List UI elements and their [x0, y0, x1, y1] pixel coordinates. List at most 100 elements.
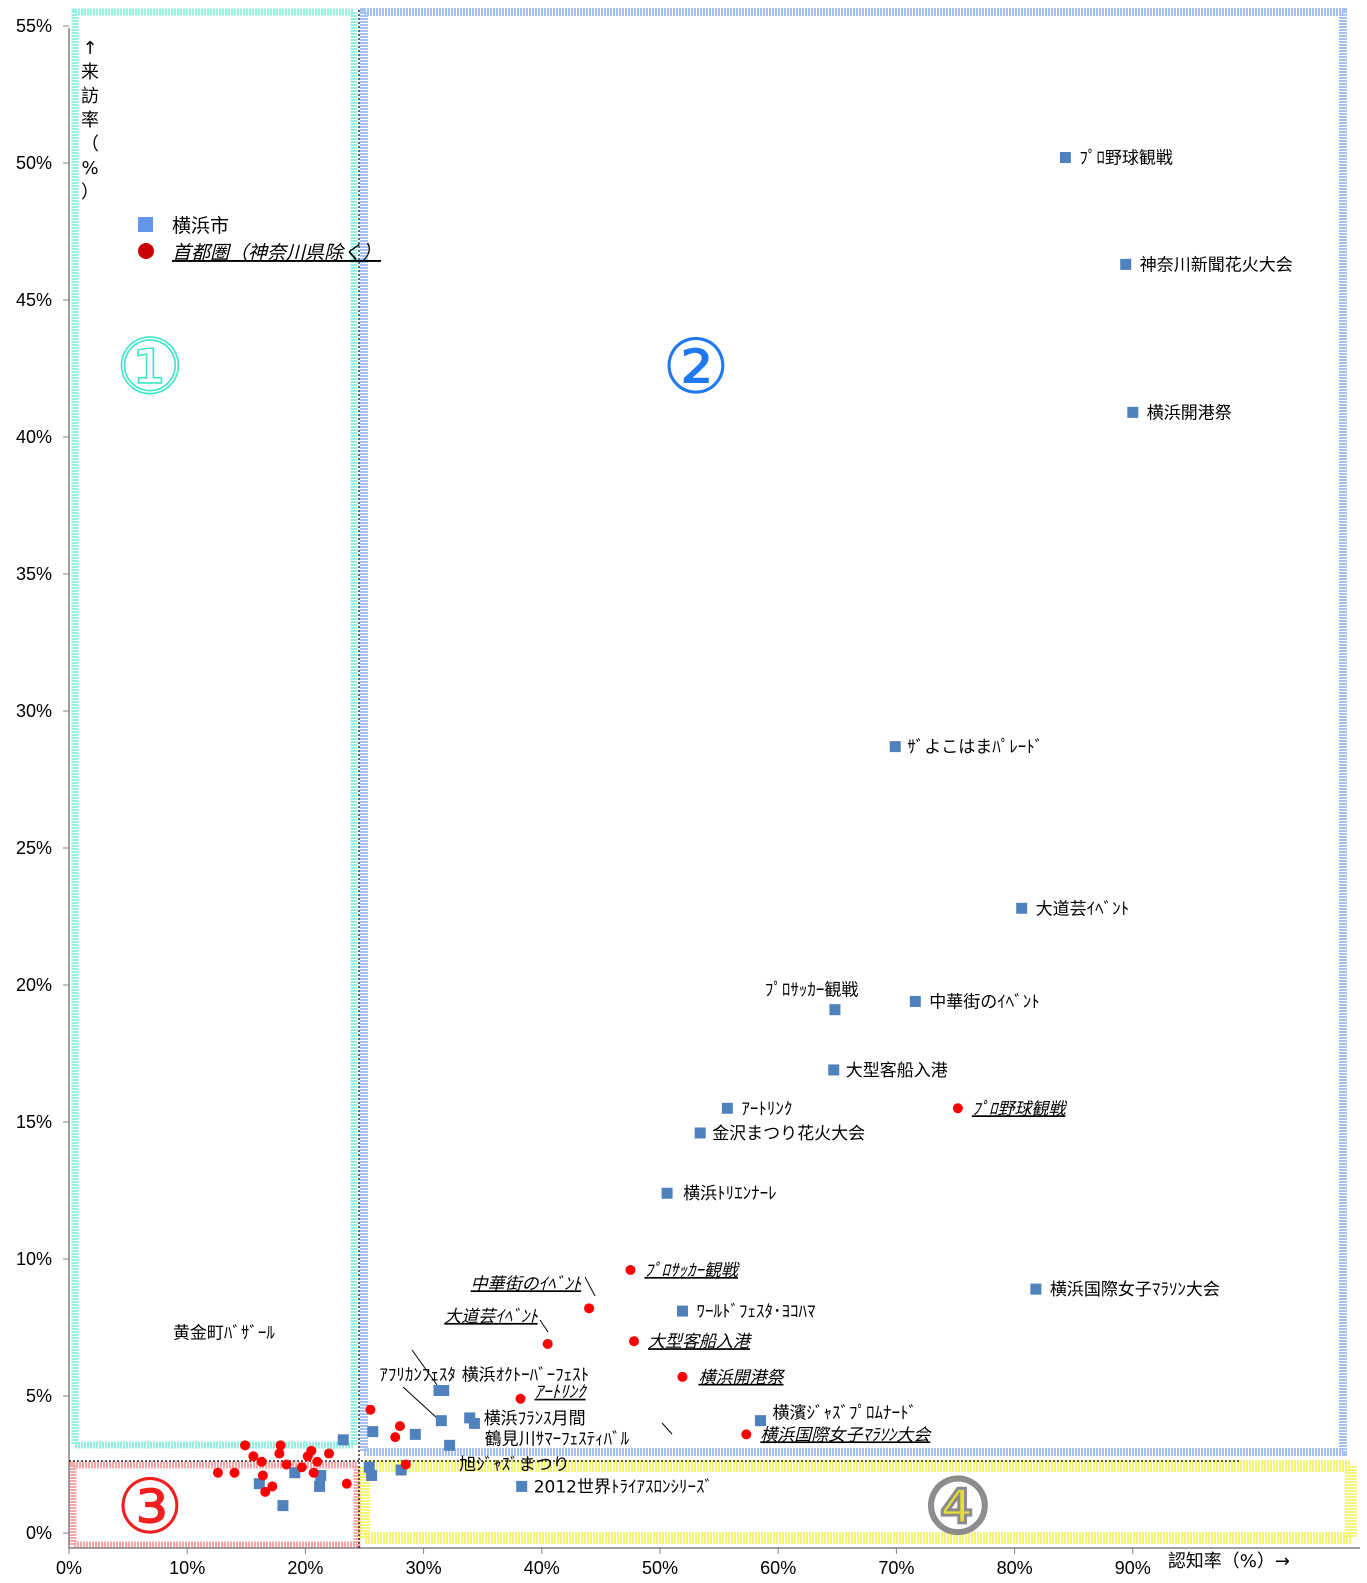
- zone-3-label: ③: [116, 1462, 184, 1551]
- point-label-yokohama: 黄金町ﾊﾞｻﾞｰﾙ: [173, 1324, 275, 1344]
- point-marker-yokohama: [444, 1439, 456, 1451]
- point-marker-shutoken: [741, 1429, 752, 1440]
- point-marker-shutoken: [267, 1481, 278, 1492]
- x-tick-label: 50%: [642, 1558, 678, 1578]
- y-axis-title: ↑来訪率（%）: [81, 38, 99, 203]
- point-label-yokohama: ｻﾞよこはまﾊﾟﾚｰﾄﾞ: [907, 738, 1043, 758]
- point-marker-shutoken: [257, 1470, 268, 1481]
- point-marker-shutoken: [248, 1451, 259, 1462]
- point-label-yokohama: 大型客船入港: [846, 1061, 948, 1081]
- y-tick-label: 0%: [26, 1523, 52, 1543]
- y-tick-label: 40%: [16, 427, 52, 447]
- point-marker-shutoken: [281, 1459, 292, 1470]
- point-marker-shutoken: [302, 1451, 313, 1462]
- point-label-yokohama: ﾌﾟﾛ野球観戦: [1079, 149, 1173, 169]
- point-marker-yokohama: [277, 1500, 289, 1512]
- point-label-yokohama: 神奈川新聞花火大会: [1140, 255, 1293, 275]
- y-tick-label: 10%: [16, 1249, 52, 1269]
- point-marker-yokohama: [395, 1464, 407, 1476]
- point-marker-yokohama: [829, 1004, 841, 1016]
- x-tick-label: 80%: [997, 1558, 1033, 1578]
- zone-4-label: ④: [924, 1462, 992, 1551]
- point-marker-yokohama: [754, 1415, 766, 1427]
- point-marker-shutoken: [515, 1393, 526, 1404]
- point-label-yokohama: 中華街のｲﾍﾞﾝﾄ: [929, 992, 1040, 1012]
- point-marker-shutoken: [390, 1432, 401, 1443]
- point-label-yokohama: ｱｰﾄﾘﾝｸ: [741, 1099, 792, 1119]
- point-label-yokohama: 横濱ｼﾞｬｽﾞﾌﾟﾛﾑﾅｰﾄﾞ: [772, 1404, 917, 1424]
- point-marker-yokohama: [1016, 902, 1028, 914]
- legend: 横浜市 首都圏（神奈川県除く）: [138, 215, 381, 264]
- data-points: [212, 152, 1139, 1512]
- leader-line: [402, 1386, 438, 1419]
- point-label-yokohama: ﾜｰﾙﾄﾞﾌｪｽﾀ･ﾖｺﾊﾏ: [696, 1302, 815, 1322]
- point-marker-shutoken: [628, 1336, 639, 1347]
- legend-marker-yokohama: [138, 217, 153, 232]
- x-tick-label: 70%: [878, 1558, 914, 1578]
- point-marker-yokohama: [676, 1305, 688, 1317]
- point-marker-yokohama: [337, 1434, 349, 1446]
- x-axis-title: 認知率（%）→: [1168, 1551, 1290, 1572]
- x-tick-label: 40%: [524, 1558, 560, 1578]
- point-marker-yokohama: [1127, 406, 1139, 418]
- x-tick-label: 20%: [287, 1558, 323, 1578]
- point-marker-yokohama: [289, 1467, 301, 1479]
- point-marker-yokohama: [1030, 1283, 1042, 1295]
- point-marker-yokohama: [661, 1187, 673, 1199]
- point-label-yokohama: 旭ｼﾞｬｽﾞまつり: [459, 1455, 569, 1475]
- point-marker-shutoken: [229, 1467, 240, 1478]
- point-label-shutoken: ｱｰﾄﾘﾝｸ: [535, 1383, 588, 1403]
- point-label-yokohama: 鶴見川ｻﾏｰﾌｪｽﾃｨﾊﾞﾙ: [485, 1429, 630, 1449]
- y-tick-label: 15%: [16, 1112, 52, 1132]
- point-label-shutoken: 大道芸ｲﾍﾞﾝﾄ: [444, 1307, 538, 1327]
- point-label-yokohama: ｱﾌﾘｶﾝﾌｪｽﾀ: [379, 1366, 456, 1386]
- legend-marker-shutoken: [138, 243, 154, 259]
- point-marker-shutoken: [400, 1459, 411, 1470]
- point-marker-yokohama: [721, 1102, 733, 1114]
- zone-3-frame: [69, 1461, 361, 1549]
- point-marker-yokohama: [1120, 258, 1132, 270]
- point-marker-yokohama: [366, 1469, 378, 1481]
- leader-lines: [402, 1276, 673, 1435]
- point-marker-shutoken: [584, 1303, 595, 1314]
- point-label-yokohama: 金沢まつり花火大会: [712, 1124, 865, 1144]
- point-marker-shutoken: [677, 1371, 688, 1382]
- point-marker-shutoken: [365, 1404, 376, 1415]
- point-marker-yokohama: [516, 1480, 528, 1492]
- point-label-yokohama: 横浜開港祭: [1147, 403, 1232, 423]
- legend-label-yokohama: 横浜市: [172, 215, 229, 237]
- point-marker-shutoken: [312, 1456, 323, 1467]
- point-label-shutoken: 横浜開港祭: [698, 1368, 785, 1388]
- zone-1-frame: [71, 8, 358, 1449]
- point-marker-shutoken: [240, 1440, 251, 1451]
- point-marker-yokohama: [435, 1415, 447, 1427]
- point-label-shutoken: 大型客船入港: [648, 1332, 752, 1352]
- point-label-yokohama: 横浜ﾄﾘｴﾝﾅｰﾚ: [683, 1184, 777, 1204]
- point-marker-yokohama: [889, 741, 901, 753]
- point-label-yokohama: 大道芸ｲﾍﾞﾝﾄ: [1036, 899, 1130, 919]
- y-tick-label: 25%: [16, 838, 52, 858]
- leader-line: [539, 1319, 549, 1333]
- point-marker-shutoken: [341, 1478, 352, 1489]
- y-tick-label: 5%: [26, 1386, 52, 1406]
- zone-2-label: ②: [662, 322, 730, 411]
- point-labels: ﾌﾟﾛ野球観戦神奈川新聞花火大会横浜開港祭ｻﾞよこはまﾊﾟﾚｰﾄﾞ大道芸ｲﾍﾞﾝ…: [173, 149, 1293, 1498]
- point-marker-shutoken: [542, 1338, 553, 1349]
- point-marker-yokohama: [433, 1385, 445, 1397]
- point-marker-yokohama: [363, 1461, 375, 1473]
- x-tick-label: 10%: [169, 1558, 205, 1578]
- point-label-yokohama: 横浜国際女子ﾏﾗｿﾝ大会: [1050, 1280, 1220, 1300]
- zone-2-frame: [360, 8, 1347, 1456]
- x-tick-label: 0%: [56, 1558, 82, 1578]
- point-marker-yokohama: [1059, 152, 1071, 164]
- leader-line: [584, 1276, 596, 1297]
- point-marker-shutoken: [212, 1467, 223, 1478]
- point-label-shutoken: ﾌﾟﾛ野球観戦: [972, 1099, 1067, 1119]
- point-marker-shutoken: [275, 1440, 286, 1451]
- point-marker-yokohama: [694, 1127, 706, 1139]
- x-tick-labels: 0% 10% 20% 30% 40% 50% 60% 70% 80% 90%: [56, 1548, 1151, 1578]
- x-tick-label: 60%: [760, 1558, 796, 1578]
- y-tick-label: 20%: [16, 975, 52, 995]
- point-label-yokohama: 横浜ﾌﾗﾝｽ月間: [484, 1409, 586, 1429]
